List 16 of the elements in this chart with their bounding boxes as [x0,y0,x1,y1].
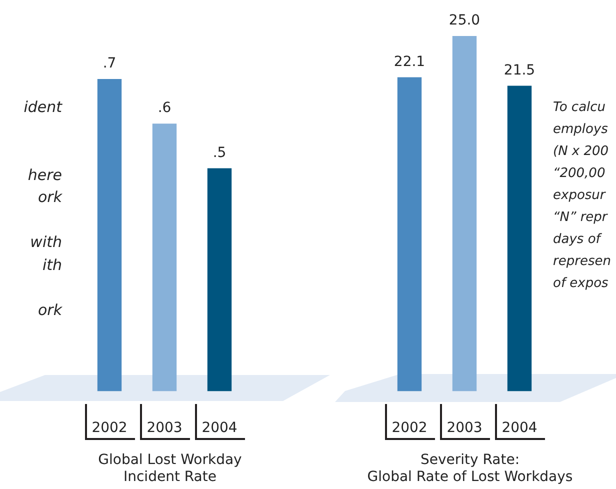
text: ident here ork with ith ork [24,98,62,318]
x-tick-label: 2003 [146,420,182,436]
data-label: 21.5 [504,62,536,78]
data-label: .6 [158,100,172,116]
data-label: .7 [102,56,116,72]
data-label: 25.0 [448,12,480,29]
x-tick-label: 2002 [92,420,128,436]
data-label: .5 [212,144,226,161]
x-tick-label: 2004 [202,420,238,436]
x-tick-label: 2003 [446,420,482,436]
x-tick-label: 2002 [392,420,428,436]
text: Global Lost Workday Incident Rate [97,452,243,486]
data-label: 22.1 [394,54,426,70]
text: To calcu employs (N x 200 “200,00 exposur “N” repr days of represen of expos [553,100,611,291]
text: Severity Rate: Global Rate of Lost Workdays [366,452,574,486]
x-tick-label: 2004 [502,420,538,436]
